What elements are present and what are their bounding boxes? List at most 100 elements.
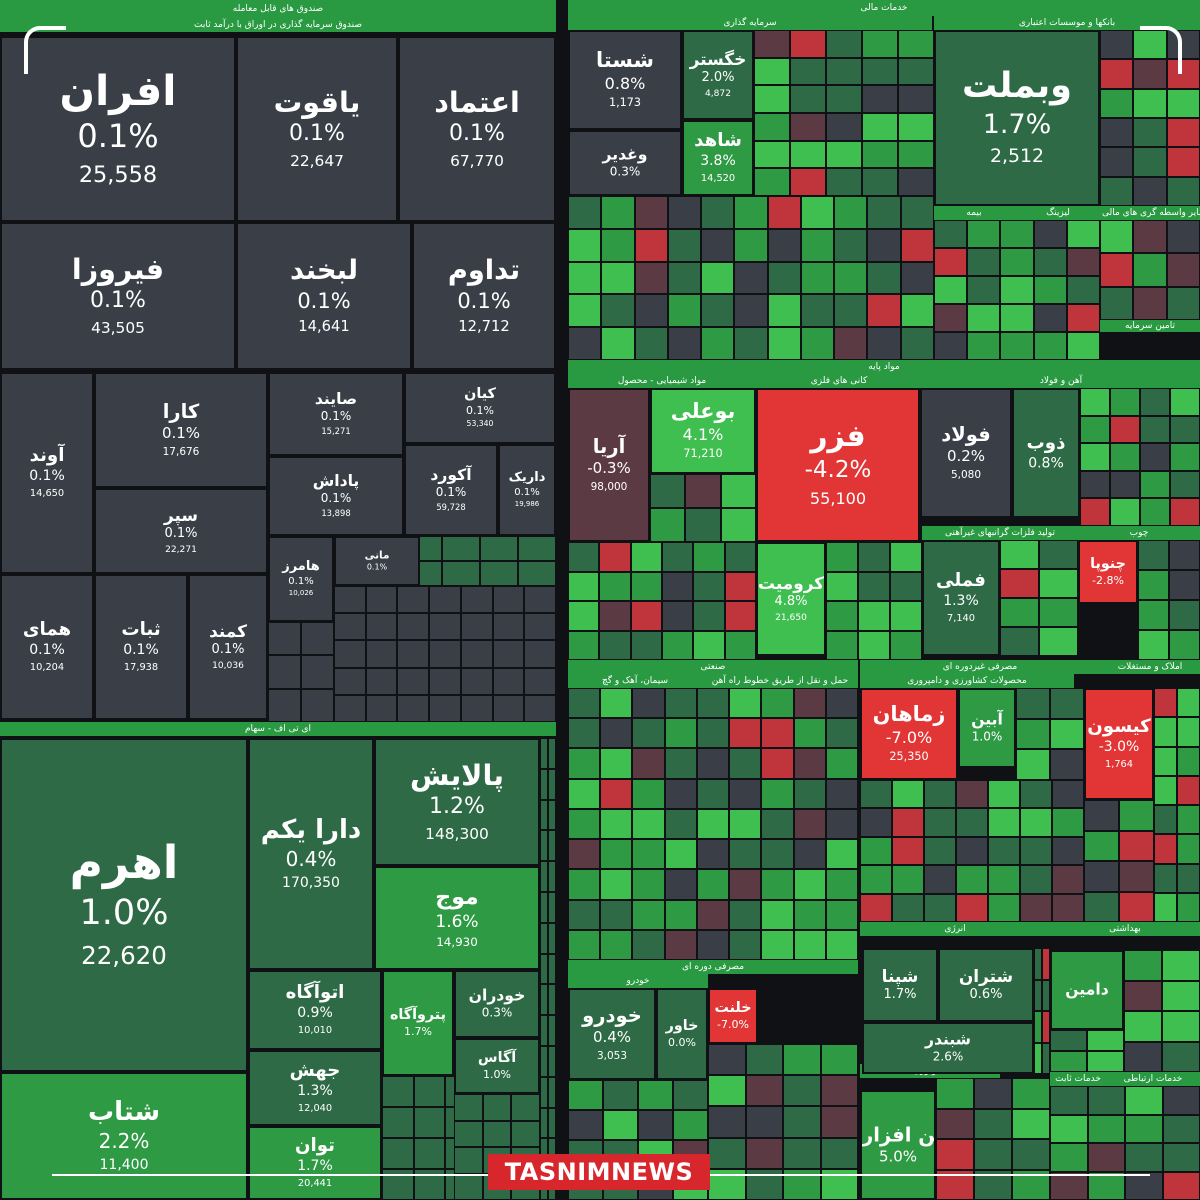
minor-stock-tile[interactable] (825, 688, 858, 719)
minor-stock-tile[interactable] (862, 57, 898, 86)
minor-stock-tile[interactable] (1162, 1143, 1200, 1172)
minor-stock-tile[interactable] (548, 1046, 556, 1077)
minor-stock-tile[interactable] (568, 571, 600, 601)
minor-stock-tile[interactable] (1039, 569, 1078, 598)
minor-stock-tile[interactable] (1050, 1030, 1087, 1051)
minor-stock-tile[interactable] (632, 748, 665, 779)
minor-stock-tile[interactable] (397, 586, 430, 614)
minor-stock-tile[interactable] (1050, 688, 1084, 719)
minor-stock-tile[interactable] (1000, 332, 1034, 360)
minor-stock-tile[interactable] (1162, 980, 1200, 1011)
minor-stock-tile[interactable] (734, 196, 768, 229)
minor-stock-tile[interactable] (761, 718, 794, 749)
minor-stock-tile[interactable] (600, 839, 633, 870)
minor-stock-tile[interactable] (790, 168, 826, 196)
minor-stock-tile[interactable] (790, 57, 826, 86)
minor-stock-tile[interactable] (632, 778, 665, 809)
minor-stock-tile[interactable] (834, 294, 868, 328)
minor-stock-tile[interactable] (867, 196, 901, 229)
stock-tile[interactable]: داریک 0.1% 19,986 (498, 444, 556, 536)
minor-stock-tile[interactable] (892, 836, 924, 866)
minor-stock-tile[interactable] (820, 1168, 858, 1200)
stock-tile[interactable]: کرومیت 4.8% 21,650 (756, 542, 826, 656)
minor-stock-tile[interactable] (783, 1106, 821, 1138)
minor-stock-tile[interactable] (745, 1044, 783, 1076)
minor-stock-tile[interactable] (729, 808, 762, 840)
stock-tile[interactable]: کمند 0.1% 10,036 (188, 574, 268, 720)
minor-stock-tile[interactable] (1110, 498, 1140, 526)
minor-stock-tile[interactable] (1050, 1114, 1088, 1143)
minor-stock-tile[interactable] (1154, 863, 1177, 893)
minor-stock-tile[interactable] (1066, 220, 1100, 248)
stock-tile[interactable]: پتروآگاه 1.7% (382, 970, 454, 1076)
stock-tile[interactable]: خودران 0.3% (454, 970, 540, 1038)
minor-stock-tile[interactable] (548, 953, 556, 985)
minor-stock-tile[interactable] (365, 667, 398, 695)
minor-stock-tile[interactable] (664, 718, 697, 749)
minor-stock-tile[interactable] (1162, 1041, 1200, 1072)
minor-stock-tile[interactable] (1110, 388, 1140, 416)
minor-stock-tile[interactable] (1169, 570, 1200, 600)
minor-stock-tile[interactable] (1066, 332, 1100, 360)
minor-stock-tile[interactable] (1020, 780, 1052, 809)
minor-stock-tile[interactable] (397, 694, 430, 722)
stock-tile[interactable]: خلنت -7.0% (708, 988, 758, 1044)
minor-stock-tile[interactable] (793, 808, 826, 840)
minor-stock-tile[interactable] (826, 571, 858, 601)
minor-stock-tile[interactable] (1154, 834, 1177, 864)
minor-stock-tile[interactable] (701, 228, 735, 262)
minor-stock-tile[interactable] (860, 780, 892, 809)
stock-tile[interactable]: سپر 0.1% 22,271 (94, 488, 268, 574)
minor-stock-tile[interactable] (1050, 1051, 1087, 1072)
minor-stock-tile[interactable] (524, 694, 556, 722)
minor-stock-tile[interactable] (492, 613, 525, 641)
minor-stock-tile[interactable] (862, 85, 898, 113)
minor-stock-tile[interactable] (1138, 630, 1169, 660)
minor-stock-tile[interactable] (729, 869, 762, 900)
minor-stock-tile[interactable] (820, 1106, 858, 1138)
minor-stock-tile[interactable] (667, 196, 702, 229)
minor-stock-tile[interactable] (1052, 893, 1084, 922)
minor-stock-tile[interactable] (862, 30, 898, 58)
minor-stock-tile[interactable] (492, 694, 525, 722)
minor-stock-tile[interactable] (540, 1076, 548, 1108)
stock-tile[interactable]: شاهد 3.8% 14,520 (682, 120, 754, 196)
minor-stock-tile[interactable] (1020, 836, 1052, 866)
minor-stock-tile[interactable] (1162, 1011, 1200, 1042)
minor-stock-tile[interactable] (1154, 892, 1177, 922)
minor-stock-tile[interactable] (1166, 286, 1200, 320)
minor-stock-tile[interactable] (1100, 88, 1134, 118)
minor-stock-tile[interactable] (632, 839, 665, 870)
minor-stock-tile[interactable] (442, 561, 480, 586)
minor-stock-tile[interactable] (1110, 443, 1140, 471)
minor-stock-tile[interactable] (754, 168, 790, 196)
minor-stock-tile[interactable] (825, 718, 858, 749)
minor-stock-tile[interactable] (1177, 834, 1200, 864)
minor-stock-tile[interactable] (729, 748, 762, 779)
stock-tile[interactable]: چنوپا -2.8% (1078, 540, 1138, 604)
minor-stock-tile[interactable] (1020, 893, 1052, 922)
minor-stock-tile[interactable] (826, 57, 862, 86)
minor-stock-tile[interactable] (632, 899, 665, 930)
minor-stock-tile[interactable] (1170, 443, 1200, 471)
minor-stock-tile[interactable] (900, 228, 934, 262)
minor-stock-tile[interactable] (1080, 470, 1110, 499)
minor-stock-tile[interactable] (860, 836, 892, 866)
minor-stock-tile[interactable] (673, 1110, 708, 1140)
minor-stock-tile[interactable] (1124, 950, 1162, 981)
stock-tile[interactable]: هامرز 0.1% 10,026 (268, 536, 334, 622)
minor-stock-tile[interactable] (518, 561, 556, 586)
minor-stock-tile[interactable] (734, 261, 768, 295)
minor-stock-tile[interactable] (1170, 388, 1200, 416)
stock-tile[interactable]: فیروزا 0.1% 43,505 (0, 222, 236, 370)
minor-stock-tile[interactable] (761, 748, 794, 779)
minor-stock-tile[interactable] (858, 542, 890, 572)
minor-stock-tile[interactable] (696, 688, 730, 719)
minor-stock-tile[interactable] (1080, 388, 1110, 416)
stock-tile[interactable]: پاداش 0.1% 13,898 (268, 456, 404, 536)
stock-tile[interactable]: وبملت 1.7% 2,512 (934, 30, 1100, 206)
minor-stock-tile[interactable] (334, 694, 366, 722)
stock-tile[interactable]: ثبات 0.1% 17,938 (94, 574, 188, 720)
minor-stock-tile[interactable] (1133, 220, 1167, 254)
minor-stock-tile[interactable] (334, 667, 366, 695)
